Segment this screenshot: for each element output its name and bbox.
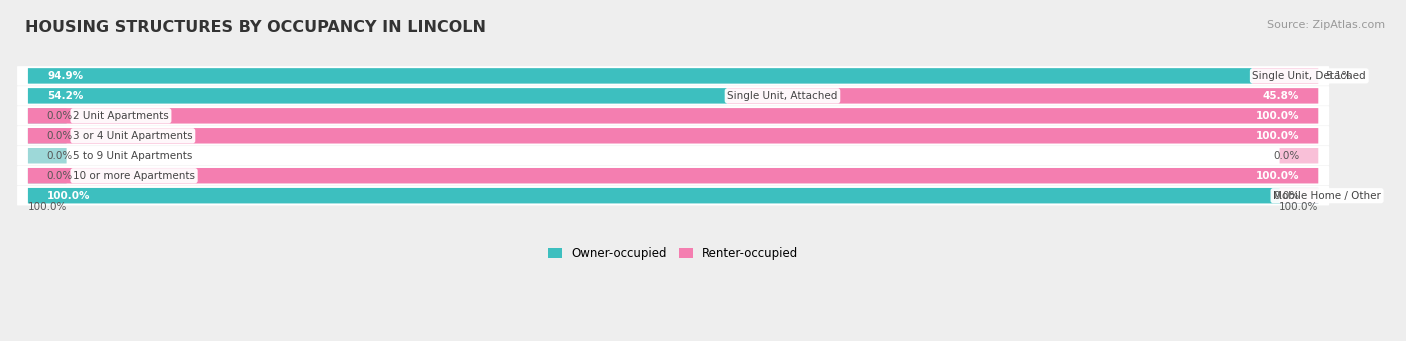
- Text: Single Unit, Attached: Single Unit, Attached: [727, 91, 838, 101]
- Text: 0.0%: 0.0%: [46, 171, 73, 181]
- Text: 45.8%: 45.8%: [1263, 91, 1299, 101]
- Legend: Owner-occupied, Renter-occupied: Owner-occupied, Renter-occupied: [543, 242, 803, 265]
- FancyBboxPatch shape: [1279, 188, 1319, 204]
- Text: 54.2%: 54.2%: [48, 91, 83, 101]
- FancyBboxPatch shape: [28, 68, 1253, 84]
- FancyBboxPatch shape: [1253, 68, 1319, 84]
- FancyBboxPatch shape: [727, 88, 1319, 104]
- Text: 100.0%: 100.0%: [1256, 131, 1299, 141]
- Text: 94.9%: 94.9%: [48, 71, 83, 81]
- FancyBboxPatch shape: [28, 168, 1319, 183]
- FancyBboxPatch shape: [1279, 148, 1319, 163]
- FancyBboxPatch shape: [28, 148, 66, 163]
- Text: 2 Unit Apartments: 2 Unit Apartments: [73, 111, 169, 121]
- FancyBboxPatch shape: [28, 108, 66, 123]
- Text: 0.0%: 0.0%: [1272, 151, 1299, 161]
- Text: 0.0%: 0.0%: [46, 111, 73, 121]
- FancyBboxPatch shape: [17, 166, 1329, 186]
- Text: 5.1%: 5.1%: [1324, 71, 1351, 81]
- Text: 0.0%: 0.0%: [46, 151, 73, 161]
- FancyBboxPatch shape: [17, 146, 1329, 165]
- Text: 100.0%: 100.0%: [1279, 202, 1319, 212]
- Text: Source: ZipAtlas.com: Source: ZipAtlas.com: [1267, 20, 1385, 30]
- Text: 3 or 4 Unit Apartments: 3 or 4 Unit Apartments: [73, 131, 193, 141]
- Text: Mobile Home / Other: Mobile Home / Other: [1272, 191, 1381, 201]
- FancyBboxPatch shape: [28, 128, 66, 144]
- Text: 0.0%: 0.0%: [1272, 191, 1299, 201]
- FancyBboxPatch shape: [17, 186, 1329, 205]
- FancyBboxPatch shape: [28, 128, 1319, 144]
- Text: 100.0%: 100.0%: [1256, 171, 1299, 181]
- FancyBboxPatch shape: [17, 126, 1329, 146]
- Text: 5 to 9 Unit Apartments: 5 to 9 Unit Apartments: [73, 151, 193, 161]
- FancyBboxPatch shape: [17, 66, 1329, 86]
- Text: 10 or more Apartments: 10 or more Apartments: [73, 171, 195, 181]
- FancyBboxPatch shape: [28, 108, 1319, 123]
- Text: 0.0%: 0.0%: [46, 131, 73, 141]
- FancyBboxPatch shape: [17, 86, 1329, 106]
- FancyBboxPatch shape: [28, 88, 727, 104]
- FancyBboxPatch shape: [17, 106, 1329, 125]
- FancyBboxPatch shape: [28, 188, 1319, 204]
- Text: HOUSING STRUCTURES BY OCCUPANCY IN LINCOLN: HOUSING STRUCTURES BY OCCUPANCY IN LINCO…: [25, 20, 486, 35]
- Text: 100.0%: 100.0%: [1256, 111, 1299, 121]
- Text: 100.0%: 100.0%: [48, 191, 91, 201]
- Text: 100.0%: 100.0%: [28, 202, 67, 212]
- FancyBboxPatch shape: [28, 168, 66, 183]
- Text: Single Unit, Detached: Single Unit, Detached: [1253, 71, 1367, 81]
